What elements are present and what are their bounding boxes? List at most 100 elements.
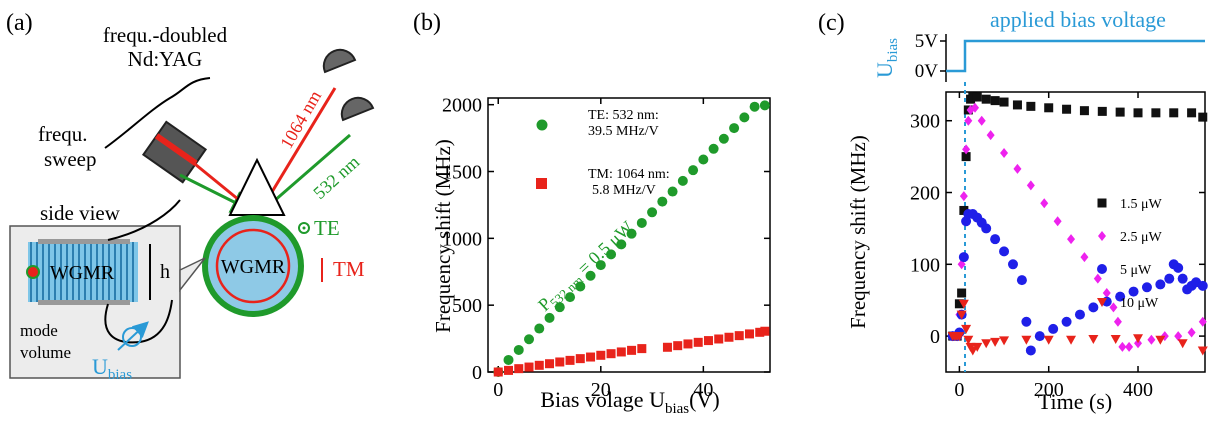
data-point-s1-10 xyxy=(596,350,606,360)
legend-c-label-1: 2.5 μW xyxy=(1120,230,1163,245)
chart-b-annotation: P532 nm = 0.5 μW xyxy=(534,217,639,317)
side-view-label: side view xyxy=(40,201,121,225)
data-point-s1-20 xyxy=(714,334,724,344)
te-label: TE xyxy=(314,216,340,240)
data-point-s3-3 xyxy=(954,332,965,342)
data-point-s1-8 xyxy=(575,354,585,364)
data-point-s1-12 xyxy=(1013,163,1022,174)
data-point-s0-9 xyxy=(972,92,982,102)
mode-volume-marker xyxy=(26,265,40,279)
data-point-s1-29 xyxy=(1198,316,1207,327)
data-point-s3-17 xyxy=(1088,334,1099,344)
data-point-s2-11 xyxy=(990,234,1001,245)
data-point-s1-7 xyxy=(565,355,575,365)
data-point-s3-15 xyxy=(1043,335,1054,345)
data-point-s2-30 xyxy=(1177,273,1188,284)
height-label: h xyxy=(160,261,170,283)
data-point-s0-15 xyxy=(1044,103,1054,113)
data-point-s2-26 xyxy=(1155,279,1166,290)
data-point-s0-22 xyxy=(718,133,729,144)
bias-trace-ylabel: Ubias xyxy=(872,38,901,78)
chart-c-frame xyxy=(945,91,1206,373)
data-point-s3-9 xyxy=(967,346,978,356)
data-point-s0-13 xyxy=(1012,100,1022,110)
data-point-s3-18 xyxy=(1110,334,1121,344)
detector-ir-icon xyxy=(322,48,357,74)
data-point-s3-21 xyxy=(1177,339,1188,349)
data-point-s0-16 xyxy=(657,196,668,207)
data-point-s0-9 xyxy=(585,270,596,281)
data-point-s1-27 xyxy=(1174,331,1183,342)
mode-label-2: volume xyxy=(20,343,71,362)
x-tick-label: 200 xyxy=(1034,379,1064,401)
inset-wgmr-label: WGMR xyxy=(50,262,115,284)
data-point-s3-13 xyxy=(999,336,1010,346)
data-point-s0-7 xyxy=(565,292,576,303)
data-point-s2-10 xyxy=(981,223,992,234)
data-point-s1-15 xyxy=(1053,216,1062,227)
data-point-s1-13 xyxy=(627,345,637,355)
data-point-s1-19 xyxy=(1102,288,1111,299)
bias-trace: 5V 0V Ubias applied bias voltage xyxy=(872,7,1205,82)
data-point-s1-21 xyxy=(1113,316,1122,327)
data-point-s1-28 xyxy=(1187,327,1196,338)
bias-label: Ubias xyxy=(92,354,132,383)
data-point-s0-4 xyxy=(959,205,969,215)
data-point-s0-14 xyxy=(636,217,647,228)
legend-b-tm-line1: TM: 1064 nm: xyxy=(588,167,670,182)
panel-c-label: (c) xyxy=(818,10,845,36)
data-point-s3-11 xyxy=(981,339,992,349)
data-point-s3-10 xyxy=(972,342,983,352)
data-point-s0-23 xyxy=(729,123,740,134)
data-point-s1-8 xyxy=(971,102,980,113)
y-tick-label: 500 xyxy=(452,295,482,317)
data-point-s2-20 xyxy=(1074,309,1085,320)
data-point-s0-6 xyxy=(554,302,565,313)
data-point-s1-17 xyxy=(1080,252,1089,263)
data-point-s0-13 xyxy=(626,228,637,239)
data-point-s2-15 xyxy=(1021,316,1032,327)
data-point-s1-14 xyxy=(1040,198,1049,209)
data-point-s0-17 xyxy=(1079,106,1089,116)
legend-c-marker-1 xyxy=(1098,231,1106,241)
tm-label: TM xyxy=(333,257,365,281)
chart-c-ticks: 0 200 400 0 100 200 300 xyxy=(910,92,1205,401)
laser-label-2: Nd:YAG xyxy=(128,47,203,71)
data-point-s1-0 xyxy=(493,367,503,377)
data-point-s3-16 xyxy=(1066,335,1077,345)
data-point-s2-18 xyxy=(1048,323,1059,334)
data-point-s1-17 xyxy=(683,339,693,349)
data-point-s1-16 xyxy=(673,341,683,351)
y-tick-label: 0 xyxy=(930,326,940,348)
data-point-s0-20 xyxy=(1133,108,1143,118)
data-point-s2-24 xyxy=(1128,286,1139,297)
data-point-s1-5 xyxy=(545,359,555,369)
mode-label-1: mode xyxy=(20,321,58,340)
x-tick-label: 0 xyxy=(493,379,503,401)
legend-b-te-marker xyxy=(536,119,548,131)
data-point-s1-11 xyxy=(1000,148,1009,159)
chart-b-xlabel: Bias volage Ubias(V) xyxy=(540,387,719,417)
data-point-s1-13 xyxy=(1026,180,1035,191)
side-view-wgmr xyxy=(28,242,138,302)
data-point-s2-21 xyxy=(1088,302,1099,313)
data-point-s1-9 xyxy=(977,115,986,126)
data-point-s0-12 xyxy=(999,97,1009,107)
data-point-s1-9 xyxy=(586,352,596,362)
data-point-s0-4 xyxy=(534,323,545,334)
data-point-s0-20 xyxy=(698,154,709,165)
data-point-s2-23 xyxy=(1115,291,1126,302)
data-point-s0-17 xyxy=(667,186,678,197)
data-point-s1-19 xyxy=(703,336,713,346)
bias-level-high: 5V xyxy=(915,31,939,52)
data-point-s1-15 xyxy=(662,342,672,352)
data-point-s0-22 xyxy=(1169,108,1179,118)
panel-a: (a) frequ.-doubled Nd:YAG frequ. sweep 1… xyxy=(6,10,375,383)
data-point-s2-25 xyxy=(1141,282,1152,293)
data-point-s1-5 xyxy=(962,144,971,155)
data-point-s3-19 xyxy=(1133,334,1144,344)
legend-c-marker-3 xyxy=(1097,298,1107,307)
laser-label-1: frequ.-doubled xyxy=(103,23,228,47)
bias-trace-title: applied bias voltage xyxy=(990,7,1166,32)
